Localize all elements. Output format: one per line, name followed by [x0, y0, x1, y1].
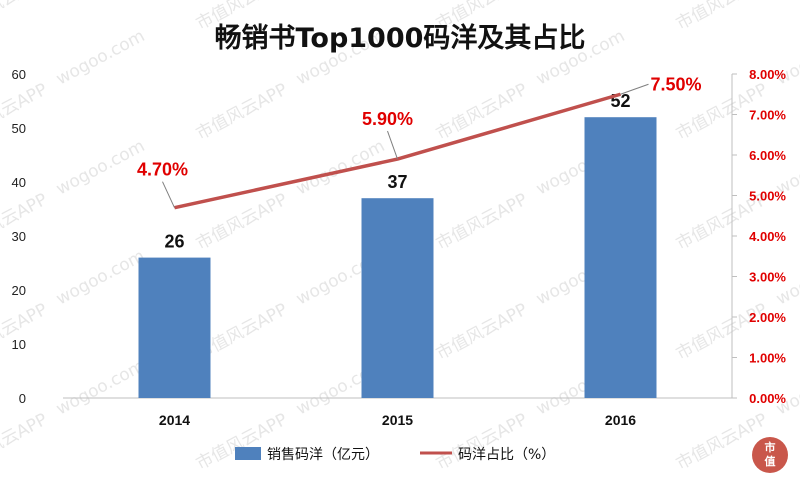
logo-mark	[752, 437, 788, 473]
watermark-text: 市值风云APP	[433, 410, 531, 475]
watermark-text: 市值风云APP	[673, 0, 771, 34]
y-right-tick-label: 7.00%	[749, 108, 786, 123]
y-left-tick-label: 40	[12, 175, 26, 190]
y-right-tick-label: 8.00%	[749, 67, 786, 82]
x-tick-label: 2016	[605, 412, 636, 428]
line-data-label: 5.90%	[362, 109, 413, 129]
bar	[361, 198, 434, 398]
watermark-text: 市值风云APP	[0, 190, 51, 255]
y-left-tick-label: 20	[12, 283, 26, 298]
watermark-text: 市值风云APP	[433, 190, 531, 255]
legend-label-bar: 销售码洋（亿元）	[267, 447, 379, 463]
leader-line	[162, 181, 175, 208]
y-left-tick-label: 0	[19, 391, 26, 406]
y-right-tick-label: 3.00%	[749, 270, 786, 285]
y-left-tick-label: 30	[12, 229, 26, 244]
watermark-text: 市值风云APP	[0, 300, 51, 365]
watermark-text: 市值风云APP	[193, 410, 291, 475]
watermark-text: 市值风云APP	[0, 410, 51, 475]
bar-data-label: 26	[164, 232, 184, 252]
y-right-tick-label: 1.00%	[749, 351, 786, 366]
line-data-label: 4.70%	[137, 160, 188, 180]
y-right-tick-label: 2.00%	[749, 310, 786, 325]
logo-text: 市	[765, 440, 776, 454]
x-tick-label: 2015	[382, 412, 413, 428]
watermark-text: 市值风云APP	[193, 80, 291, 145]
watermark-text: wogoo.com	[53, 136, 148, 199]
line-data-label: 7.50%	[651, 74, 702, 94]
logo-text: 值	[765, 454, 776, 468]
bar-data-label: 37	[387, 172, 407, 192]
axes-layer: 0 10 20 30 40 50 60 0.00% 1.00% 2.00% 3.00% 4.00% 5.…	[12, 67, 787, 428]
watermark-text: wogoo.com	[53, 356, 148, 419]
y-left-tick-label: 10	[12, 337, 26, 352]
y-right-tick-label: 6.00%	[749, 148, 786, 163]
y-left-tick-label: 60	[12, 67, 26, 82]
watermark-text: 市值风云APP	[433, 300, 531, 365]
watermark-text: wogoo.com	[293, 136, 388, 199]
y-right-tick-label: 5.00%	[749, 189, 786, 204]
legend-swatch-bar	[235, 447, 261, 460]
x-tick-label: 2014	[159, 412, 190, 428]
y-right-tick-label: 0.00%	[749, 391, 786, 406]
watermark-text: wogoo.com	[773, 356, 800, 419]
leader-line	[620, 83, 649, 95]
bar	[138, 257, 211, 398]
brand-logo: 市值	[752, 437, 788, 473]
legend: 销售码洋（亿元） 码洋占比（%）	[235, 447, 555, 463]
watermark-text: wogoo.com	[53, 26, 148, 89]
y-left-tick-label: 50	[12, 121, 26, 136]
chart-title: 畅销书Top1000码洋及其占比	[215, 22, 586, 54]
y-right-tick-label: 4.00%	[749, 229, 786, 244]
watermark-text: 市值风云APP	[0, 0, 51, 34]
leader-line	[387, 130, 398, 160]
watermark-text: wogoo.com	[53, 246, 148, 309]
legend-label-line: 码洋占比（%）	[458, 447, 555, 463]
line-layer: 4.70% 5.90% 7.50%	[137, 74, 702, 210]
bar	[584, 117, 657, 398]
